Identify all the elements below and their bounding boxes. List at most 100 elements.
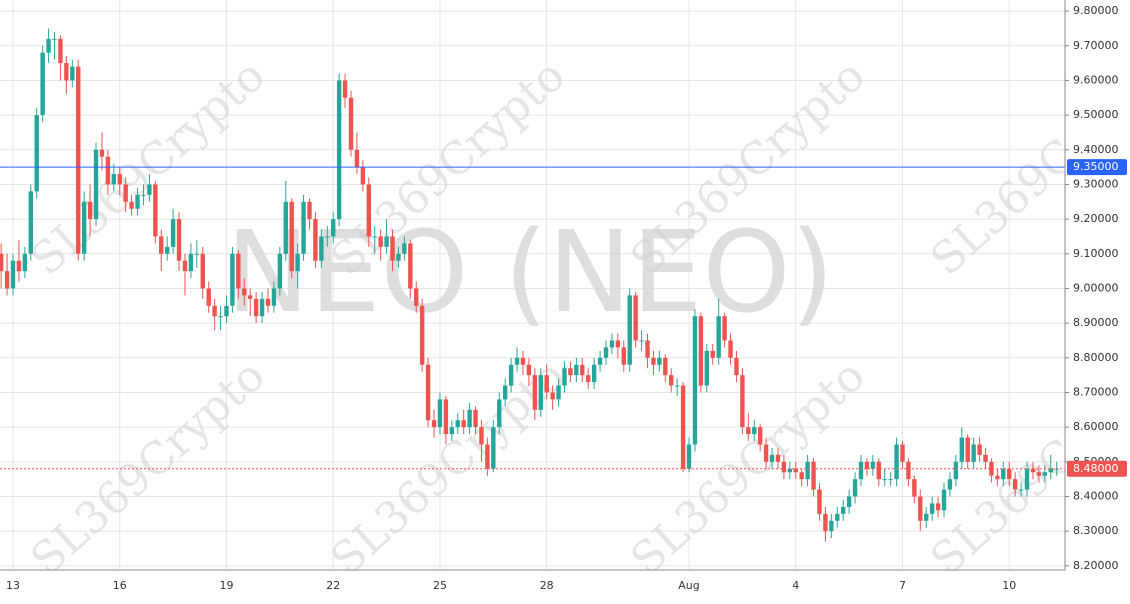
candle-body	[206, 288, 211, 306]
candle-body	[823, 513, 828, 532]
x-tick-label: 4	[792, 579, 799, 592]
candle-body	[858, 461, 864, 480]
price-label-box	[1067, 159, 1127, 176]
candle-body	[325, 236, 330, 238]
candle-body	[740, 375, 745, 428]
candle-body	[402, 243, 407, 254]
candle-body	[615, 340, 621, 348]
candle-body	[378, 236, 383, 247]
candle-body	[680, 385, 686, 469]
candle-body	[1036, 472, 1042, 476]
y-tick-label: 9.20000	[1073, 212, 1119, 225]
candle-body	[520, 357, 526, 365]
candle-body	[882, 479, 887, 481]
y-tick-label: 8.70000	[1073, 385, 1119, 398]
candle-body	[259, 298, 265, 317]
price-label-box	[1067, 460, 1127, 477]
x-tick-label: 25	[433, 579, 447, 592]
candle-body	[307, 201, 312, 220]
price-label: 8.48000	[1073, 462, 1119, 475]
candle-body	[686, 444, 692, 469]
candle-body	[657, 357, 662, 365]
candle-body	[141, 194, 146, 196]
candle-body	[651, 357, 656, 365]
candle-body	[0, 253, 4, 272]
candle-body	[799, 472, 804, 480]
candle-body	[841, 506, 846, 514]
candle-body	[894, 444, 899, 480]
candle-body	[253, 298, 259, 317]
candle-body	[283, 201, 288, 254]
candle-body	[787, 468, 793, 473]
candle-body	[977, 444, 982, 455]
y-tick-label: 9.80000	[1073, 4, 1119, 17]
candle-body	[99, 149, 105, 157]
candle-body	[674, 385, 680, 387]
x-tick-label: 16	[113, 579, 127, 592]
candle-body	[348, 97, 354, 150]
candle-body	[935, 503, 941, 511]
candle-body	[805, 461, 810, 480]
x-tick-label: 7	[899, 579, 906, 592]
candle-body	[419, 305, 425, 365]
candle-body	[538, 375, 543, 410]
candle-body	[22, 253, 28, 272]
candle-body	[194, 253, 200, 255]
overlay: 8.200008.300008.400008.500008.600008.700…	[0, 4, 1127, 592]
candle-body	[781, 461, 787, 473]
candle-body	[123, 184, 128, 202]
candle-body	[929, 503, 935, 514]
candle-body	[230, 253, 235, 306]
candle-body	[870, 461, 876, 469]
candle-body	[313, 219, 318, 261]
y-tick-label: 8.80000	[1073, 351, 1119, 364]
candle-body	[544, 375, 549, 393]
candle-body	[633, 295, 638, 341]
candle-body	[586, 375, 591, 383]
candle-body	[562, 368, 567, 386]
candle-body	[912, 479, 917, 497]
candle-body	[621, 347, 626, 365]
candle-body	[947, 479, 953, 490]
candle-body	[93, 149, 99, 220]
candle-body	[597, 357, 603, 365]
candle-body	[953, 461, 959, 480]
x-tick-label: Aug	[678, 579, 699, 592]
candle-body	[627, 295, 632, 365]
candle-body	[170, 219, 176, 247]
candle-body	[965, 437, 970, 462]
candle-body	[295, 253, 300, 272]
candle-body	[289, 201, 294, 272]
candle-body	[4, 271, 10, 289]
candle-body	[372, 236, 377, 238]
x-tick-label: 19	[219, 579, 233, 592]
candle-body	[331, 219, 336, 237]
candle-body	[959, 437, 964, 462]
candle-body	[716, 316, 721, 358]
candle-body	[1012, 479, 1018, 490]
candle-body	[277, 253, 283, 289]
candle-body	[111, 174, 117, 185]
price-label: 9.35000	[1073, 160, 1119, 173]
grid	[0, 0, 1065, 570]
candle-body	[384, 236, 389, 247]
y-tick-label: 9.70000	[1073, 39, 1119, 52]
candle-body	[301, 201, 306, 254]
candle-body	[757, 427, 763, 445]
candle-body	[900, 444, 905, 462]
candle-body	[924, 513, 929, 521]
candle-body	[734, 357, 739, 376]
candle-body	[182, 260, 188, 272]
candle-body	[81, 201, 87, 254]
candle-body	[752, 427, 757, 435]
candle-body	[390, 236, 395, 261]
candle-body	[129, 201, 134, 209]
candle-body	[449, 427, 455, 435]
candle-body	[336, 80, 342, 220]
candle-body	[40, 52, 45, 116]
candle-body	[159, 236, 164, 254]
y-tick-label: 8.20000	[1073, 559, 1119, 572]
candle-body	[443, 399, 449, 435]
candle-body	[811, 461, 816, 490]
